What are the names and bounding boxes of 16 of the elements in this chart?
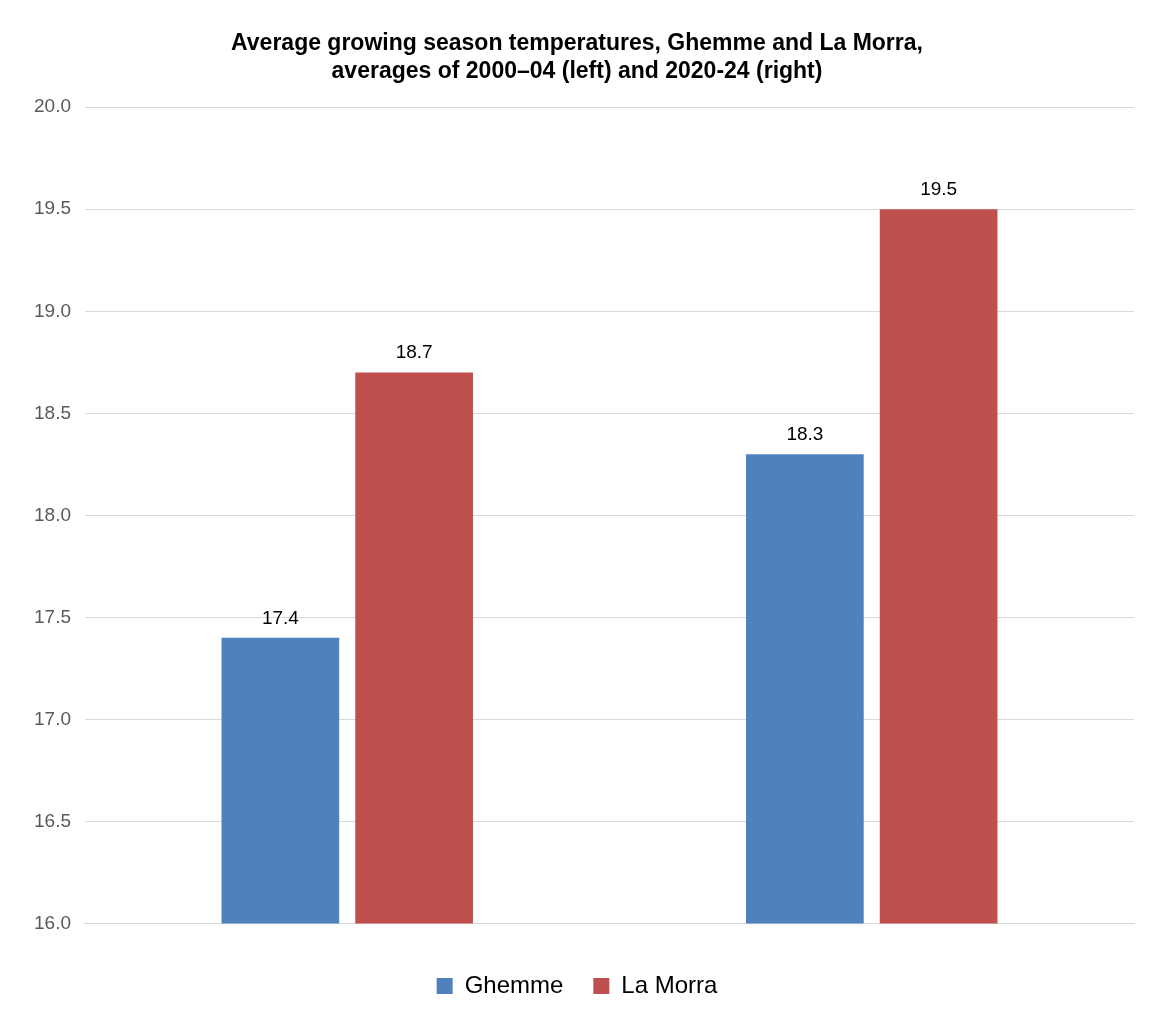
y-tick-label: 18.0 (34, 503, 71, 525)
y-tick-label: 19.5 (34, 197, 71, 219)
legend-label: La Morra (621, 970, 719, 998)
chart-title: Average growing season temperatures, Ghemme and La Morra, averages of 2000–04 (left) and 2020-24 (right) (231, 29, 923, 83)
y-tick-label: 20.0 (34, 95, 71, 117)
data-label: 19.5 (920, 177, 958, 199)
y-tick-label: 17.5 (34, 605, 71, 627)
data-label: 18.3 (786, 422, 824, 444)
y-tick-label: 16.5 (34, 809, 71, 831)
y-tick-label: 19.0 (34, 299, 71, 321)
data-label: 17.4 (261, 606, 300, 628)
data-label: 18.7 (395, 341, 433, 363)
y-tick-label: 18.5 (34, 401, 71, 423)
legend-label: Ghemme (464, 970, 564, 998)
y-tick-label: 16.0 (34, 911, 71, 933)
y-tick-label: 17.0 (34, 707, 71, 729)
